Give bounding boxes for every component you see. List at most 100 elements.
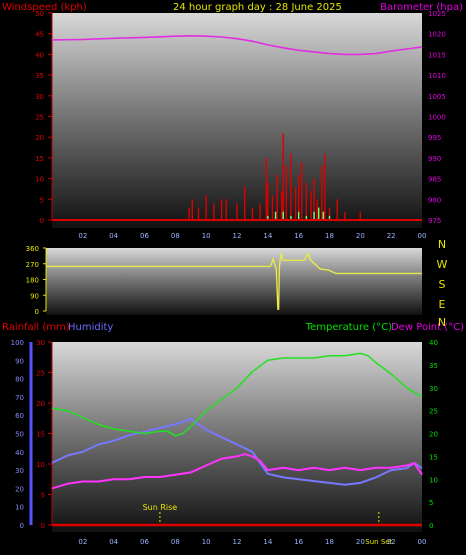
temperature-tick-label: 10 [429,476,438,484]
humidity-tick-label: 100 [11,339,24,347]
windspeed-tick-label: 10 [35,176,44,184]
humidity-tick-label: 30 [15,467,24,475]
humidity-line [51,417,423,486]
barometer-tick-label: 1010 [428,72,446,80]
windspeed-tick-label: 35 [35,72,44,80]
barometer-tick-label: 1025 [428,10,446,18]
humidity-axis-label: Humidity [68,322,113,333]
barometer-tick-label: 975 [428,217,441,225]
windspeed-tick-label: 40 [35,51,44,59]
windspeed-tick-label: 5 [40,196,44,204]
x-tick-label-top: 22 [387,232,396,240]
temperature-tick-label: 35 [429,362,438,370]
windspeed-tick-label: 45 [35,31,44,39]
temperature-tick-label: 30 [429,385,438,393]
rainfall-tick-label: 25 [36,370,45,378]
wind-direction-plot-area [46,248,422,315]
rainfall-tick-label: 30 [36,339,45,347]
barometer-tick-label: 1005 [428,93,446,101]
x-tick-label-bottom: 22 [387,538,396,546]
humidity-tick-label: 90 [15,357,24,365]
compass-label: N [438,238,446,251]
x-tick-label-bottom: 10 [202,538,211,546]
rainfall-tick-label: 5 [41,492,45,500]
x-tick-label-bottom: 04 [109,538,118,546]
wind-baro-plot-area [52,13,422,228]
humidity-tick-label: 80 [15,376,24,384]
barometer-tick-label: 1020 [428,31,446,39]
compass-label: N [438,316,446,329]
windspeed-axis-label: Windspeed (kph) [2,2,87,13]
x-tick-label-bottom: 12 [233,538,242,546]
compass-label: S [439,278,446,291]
sunset-label: Sun Set [365,538,392,546]
rainfall-tick-label: 0 [41,522,45,530]
x-tick-label-top: 10 [202,232,211,240]
x-tick-label-top: 16 [294,232,303,240]
x-tick-label-bottom: 00 [418,538,427,546]
x-tick-label-top: 20 [356,232,365,240]
barometer-tick-label: 990 [428,155,441,163]
barometer-tick-label: 1000 [428,114,446,122]
x-tick-label-bottom: 16 [294,538,303,546]
temperature-tick-label: 40 [429,339,438,347]
x-tick-label-bottom: 08 [171,538,180,546]
dewpoint-axis-label: Dew Point (°C) [391,322,464,333]
windspeed-tick-label: 30 [35,93,44,101]
rainfall-tick-label: 10 [36,461,45,469]
barometer-tick-label: 980 [428,196,441,204]
dewpoint-line [51,453,423,490]
windspeed-tick-label: 50 [35,10,44,18]
direction-tick-label: 90 [30,292,39,300]
barometer-tick-label: 995 [428,134,441,142]
humidity-tick-label: 10 [15,504,24,512]
rainfall-axis-label: Rainfall (mm) [2,322,70,333]
rainfall-tick-label: 20 [36,400,45,408]
windspeed-tick-label: 15 [35,155,44,163]
temperature-tick-label: 15 [429,453,438,461]
temperature-tick-label: 25 [429,408,438,416]
x-tick-label-bottom: 02 [78,538,87,546]
humidity-tick-label: 0 [20,522,24,530]
humidity-tick-label: 70 [15,394,24,402]
wind-direction-line [46,252,422,310]
barometer-axis-label: Barometer (hpa) [380,2,463,13]
direction-tick-label: 180 [26,277,39,285]
humidity-tick-label: 40 [15,449,24,457]
temperature-tick-label: 5 [429,499,433,507]
humidity-tick-label: 50 [15,431,24,439]
x-tick-label-top: 14 [263,232,272,240]
x-tick-label-top: 08 [171,232,180,240]
barometer-line [51,34,423,56]
temperature-line [51,352,423,437]
windspeed-tick-label: 0 [40,217,44,225]
direction-tick-label: 360 [26,245,39,253]
x-tick-label-top: 06 [140,232,149,240]
compass-label: W [437,258,448,271]
compass-label: E [439,298,446,311]
barometer-tick-label: 985 [428,176,441,184]
x-tick-label-top: 00 [418,232,427,240]
x-tick-label-bottom: 20 [356,538,365,546]
x-tick-label-bottom: 06 [140,538,149,546]
rainfall-tick-label: 15 [36,431,45,439]
windspeed-tick-label: 20 [35,134,44,142]
temperature-tick-label: 0 [429,522,433,530]
x-tick-label-top: 12 [233,232,242,240]
temperature-axis-label: Temperature (°C) [305,322,392,333]
humidity-tick-label: 60 [15,412,24,420]
x-tick-label-top: 02 [78,232,87,240]
windspeed-tick-label: 25 [35,114,44,122]
direction-tick-label: 270 [26,261,39,269]
x-tick-label-bottom: 14 [263,538,272,546]
barometer-tick-label: 1015 [428,51,446,59]
temp-humidity-plot-area [52,342,422,532]
x-tick-label-top: 04 [109,232,118,240]
temperature-tick-label: 20 [429,431,438,439]
sunrise-label: Sun Rise [143,503,178,512]
humidity-tick-label: 20 [15,485,24,493]
x-tick-label-top: 18 [325,232,334,240]
chart-title: 24 hour graph day : 28 June 2025 [173,2,342,13]
